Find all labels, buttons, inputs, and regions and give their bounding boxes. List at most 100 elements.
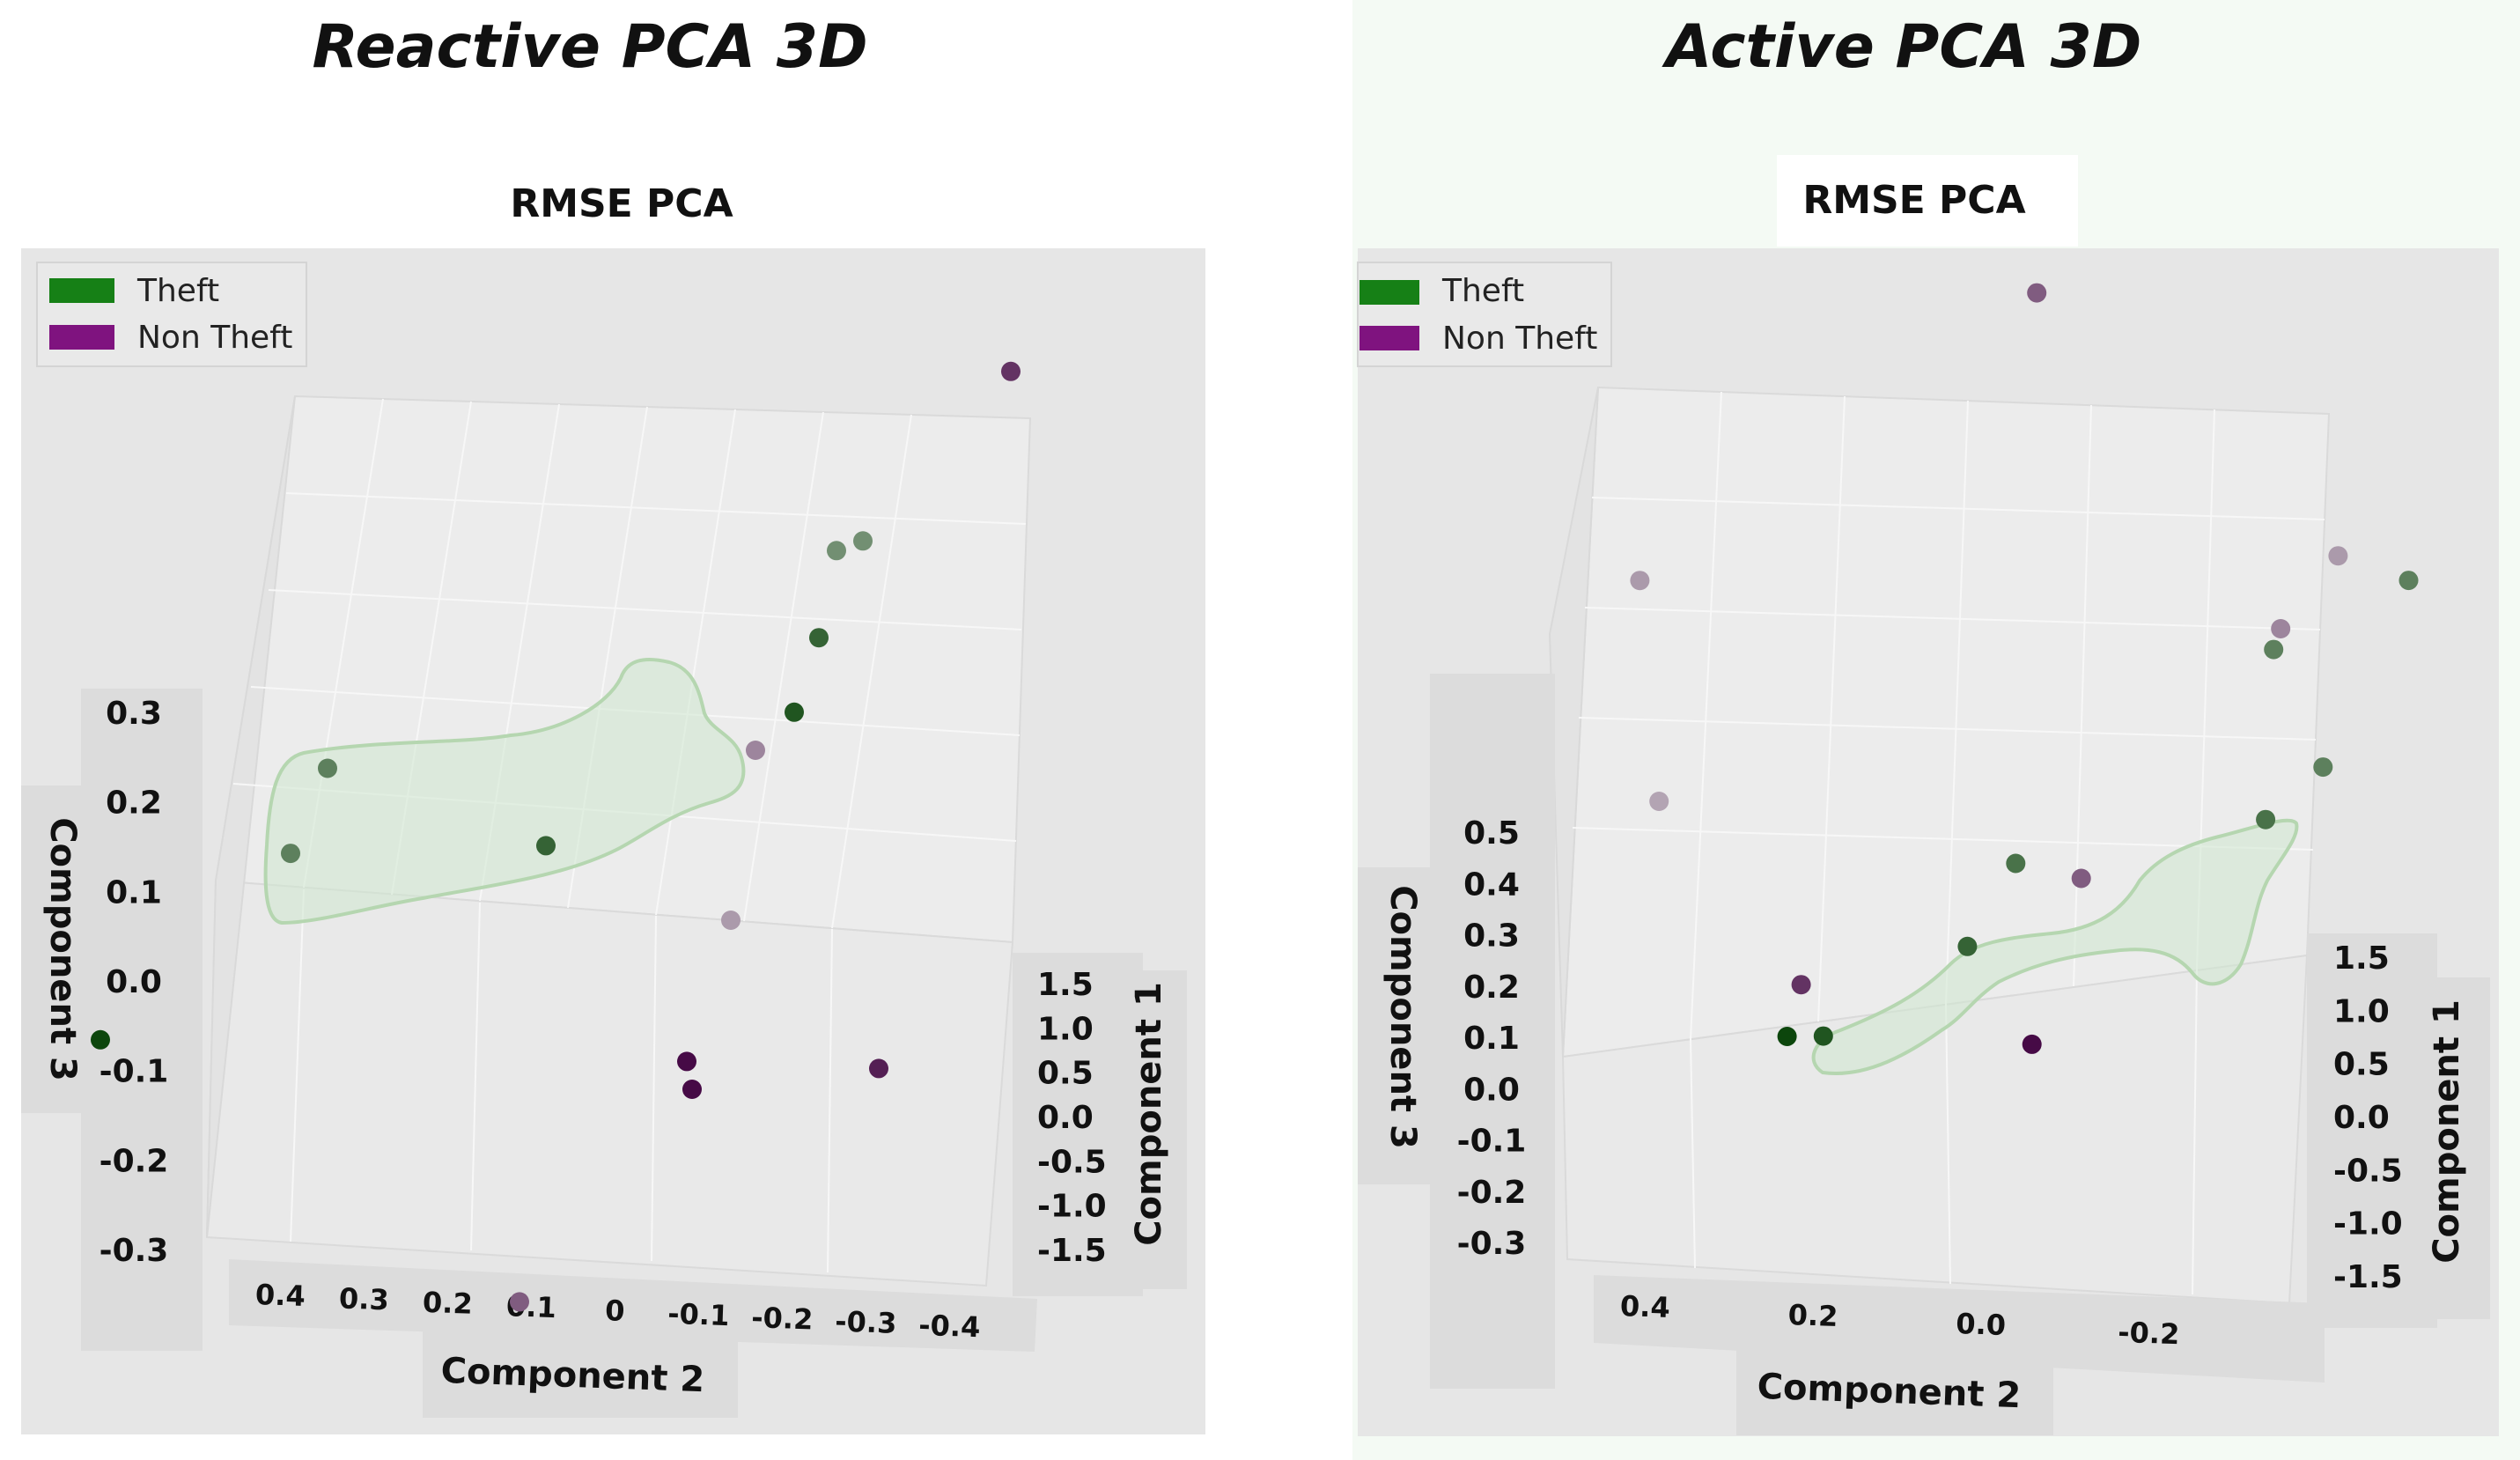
reactive-legend-swatch-theft [49, 278, 114, 303]
active-y-tick-3: 0.0 [2333, 1100, 2390, 1136]
reactive-y-tick-2: 0.5 [1037, 1056, 1094, 1092]
reactive-z-label-band [21, 785, 83, 1113]
reactive-x-label-band [423, 1330, 738, 1418]
reactive-theft-point-7 [785, 702, 804, 722]
reactive-theft-point-5 [853, 531, 873, 551]
reactive-z-tick-3: 0.0 [106, 964, 162, 1000]
reactive-non-theft-point-0 [1001, 361, 1021, 381]
active-non-theft-point-6 [2271, 619, 2291, 638]
reactive-z-tick-0: 0.3 [106, 696, 162, 732]
reactive-x-tick-8: -0.4 [918, 1309, 981, 1344]
active-main-title: Active PCA 3D [1662, 12, 2142, 82]
reactive-non-theft-point-1 [746, 741, 765, 760]
active-theft-point-5 [2256, 809, 2276, 830]
active-theft-point-1 [1813, 1026, 1833, 1046]
reactive-theft-point-6 [809, 628, 829, 648]
active-theft-point-2 [1957, 936, 1978, 956]
reactive-x-tick-5: -0.1 [667, 1297, 730, 1332]
reactive-theft-point-2 [91, 1029, 110, 1050]
reactive-z-tick-4: -0.1 [99, 1054, 169, 1090]
active-y-ticks: 1.5 1.0 0.5 0.0 -0.5 -1.0 -1.5 [2333, 940, 2403, 1295]
active-x-tick-1: 0.2 [1787, 1298, 1838, 1333]
active-data-points [1630, 283, 2419, 1054]
reactive-non-theft-point-3 [869, 1058, 888, 1079]
active-y-tick-5: -1.0 [2333, 1206, 2403, 1242]
reactive-x-axis-label: Component 2 [440, 1351, 705, 1400]
active-legend-label-non-theft: Non Theft [1442, 321, 1597, 357]
reactive-y-tick-5: -1.0 [1037, 1189, 1107, 1225]
reactive-y-axis-label: Component 1 [1129, 982, 1169, 1246]
active-side-pane [1548, 387, 1599, 1058]
active-panel: Active PCA 3D RMSE PCA Theft N [1357, 12, 2499, 1436]
reactive-data-points [91, 361, 1021, 1312]
active-x-tick-2: 0.0 [1956, 1307, 2007, 1342]
active-z-tick-0: 0.5 [1463, 815, 1520, 852]
active-cluster-shape [1811, 818, 2299, 1075]
reactive-z-axis-label: Component 3 [42, 817, 83, 1081]
active-z-tick-4: 0.1 [1463, 1021, 1520, 1057]
reactive-theft-point-1 [281, 844, 300, 864]
reactive-legend-label-theft: Theft [136, 273, 219, 309]
active-non-theft-point-1 [1630, 571, 1650, 591]
active-y-tick-band [2307, 933, 2437, 1328]
reactive-non-theft-point-2 [721, 911, 741, 930]
active-legend-swatch-non-theft [1359, 326, 1419, 350]
reactive-cluster-shape [263, 658, 746, 925]
active-legend: Theft Non Theft [1357, 262, 1612, 367]
reactive-z-tick-6: -0.3 [99, 1233, 169, 1269]
active-z-tick-1: 0.4 [1463, 866, 1520, 903]
reactive-z-tick-band [81, 689, 203, 1351]
active-z-tick-band [1430, 674, 1555, 1389]
reactive-x-tick-6: -0.2 [751, 1301, 814, 1336]
active-z-label-band [1358, 867, 1432, 1184]
reactive-side-pane [206, 395, 296, 1238]
active-non-theft-point-0 [2027, 283, 2047, 303]
reactive-non-theft-point-4 [677, 1051, 696, 1072]
reactive-x-tick-1: 0.3 [338, 1281, 389, 1316]
reactive-panel: Reactive PCA 3D RMSE PCA [21, 12, 1205, 1434]
active-legend-swatch-theft [1359, 280, 1419, 305]
active-y-tick-6: -1.5 [2333, 1259, 2403, 1295]
active-non-theft-point-7 [2328, 546, 2348, 566]
active-z-tick-5: 0.0 [1463, 1072, 1520, 1108]
active-y-label-band [2430, 977, 2490, 1319]
reactive-y-tick-6: -1.5 [1037, 1233, 1107, 1269]
active-x-tick-0: 0.4 [1619, 1289, 1670, 1324]
active-non-theft-point-5 [2022, 1034, 2042, 1054]
reactive-x-tick-2: 0.2 [422, 1286, 473, 1321]
reactive-legend-label-non-theft: Non Theft [137, 320, 292, 356]
reactive-x-tick-0: 0.4 [254, 1278, 306, 1313]
active-non-theft-point-2 [1649, 792, 1669, 811]
active-x-axis-label: Component 2 [1757, 1367, 2022, 1416]
active-y-tick-1: 1.0 [2333, 993, 2390, 1029]
active-x-tick-3: -0.2 [2118, 1316, 2180, 1351]
active-y-tick-2: 0.5 [2333, 1047, 2390, 1083]
reactive-y-tick-band [1013, 953, 1143, 1296]
active-y-tick-0: 1.5 [2333, 940, 2390, 977]
reactive-y-tick-0: 1.5 [1037, 967, 1094, 1003]
reactive-y-ticks: 1.5 1.0 0.5 0.0 -0.5 -1.0 -1.5 [1037, 967, 1107, 1269]
reactive-z-tick-1: 0.2 [106, 785, 162, 822]
reactive-legend: Theft Non Theft [36, 262, 307, 367]
reactive-y-label-band [1132, 970, 1187, 1289]
active-x-ticks: 0.4 0.2 0.0 -0.2 [1619, 1289, 2180, 1351]
reactive-theft-point-3 [536, 836, 556, 856]
reactive-x-tick-7: -0.3 [835, 1304, 897, 1339]
active-x-tick-band [1594, 1275, 2325, 1383]
reactive-subtitle: RMSE PCA [510, 181, 733, 226]
reactive-x-tick-4: 0 [605, 1294, 626, 1328]
active-legend-label-theft: Theft [1441, 273, 1524, 309]
reactive-z-tick-5: -0.2 [99, 1143, 169, 1179]
active-z-tick-3: 0.2 [1463, 970, 1520, 1006]
reactive-theft-point-4 [827, 541, 846, 561]
active-y-tick-4: -0.5 [2333, 1153, 2403, 1189]
reactive-theft-point-0 [318, 758, 337, 778]
active-z-tick-2: 0.3 [1463, 918, 1520, 955]
active-y-axis-label: Component 1 [2427, 999, 2467, 1264]
active-subtitle: RMSE PCA [1802, 178, 2025, 223]
reactive-x-tick-band [229, 1259, 1037, 1352]
active-z-ticks: 0.5 0.4 0.3 0.2 0.1 0.0 -0.1 -0.2 -0.3 [1457, 815, 1527, 1262]
reactive-y-tick-4: -0.5 [1037, 1144, 1107, 1180]
active-z-tick-8: -0.3 [1457, 1226, 1527, 1262]
